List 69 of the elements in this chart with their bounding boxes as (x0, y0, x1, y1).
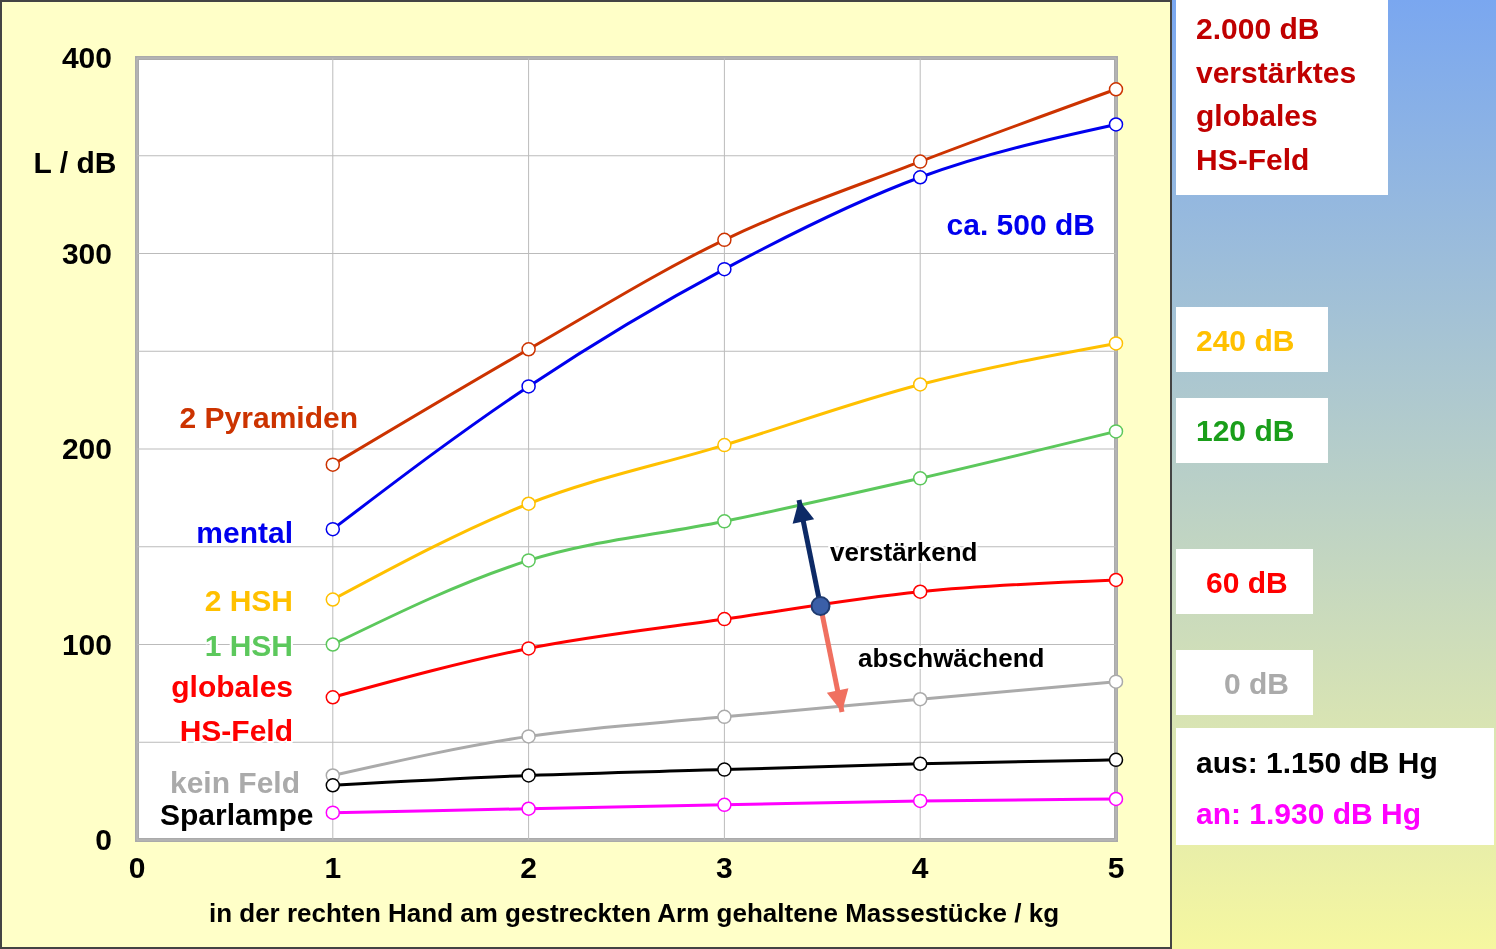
y-tick-label: 400 (61, 41, 112, 74)
point (521, 496, 536, 511)
x-tick-label: 1 (324, 851, 342, 884)
x-tick-label: 4 (911, 851, 929, 884)
series-label: mental (196, 516, 293, 549)
text: 120 dB (1196, 414, 1295, 447)
y-tick-label: 0 (95, 823, 112, 856)
y-tick-label: 200 (61, 432, 112, 465)
point (717, 762, 732, 777)
point (521, 801, 536, 816)
point (1108, 424, 1124, 439)
point (912, 691, 928, 707)
series-label: globales HS-Feld (171, 670, 293, 747)
point (717, 709, 732, 725)
point (325, 457, 341, 472)
point (1108, 336, 1124, 351)
text: 240 dB (1196, 324, 1295, 357)
text: 0 dB (1224, 667, 1290, 700)
point (912, 154, 928, 169)
y-tick-label: 100 (61, 627, 112, 661)
x-axis-title: in der rechten Hand am gestreckten Arm gehaltene Massestücke / kg (208, 898, 1060, 928)
point (912, 471, 928, 486)
series-label: 2 Pyramiden (179, 401, 358, 434)
point (717, 261, 732, 277)
point (912, 377, 928, 392)
annotation: ca. 500 dB (946, 208, 1095, 241)
point (912, 793, 928, 809)
annotation: verstärkend (830, 537, 978, 567)
x-tick-label: 0 (128, 851, 146, 884)
series-label: kein Feld (169, 766, 300, 799)
text: an: 1.930 dB Hg (1196, 797, 1422, 830)
x-tick-label: 2 (520, 851, 537, 884)
point (325, 690, 341, 705)
point (521, 641, 536, 656)
point (912, 584, 928, 599)
text: aus: 1.150 dB Hg (1196, 746, 1438, 779)
point (912, 170, 928, 185)
series-label: 2 HSH (204, 584, 293, 617)
text: 2.000 dB verstärktes globales HS-Feld (1196, 12, 1357, 176)
annotation: Sparlampe (160, 798, 314, 831)
point (521, 379, 536, 394)
point (1108, 791, 1124, 807)
point (521, 342, 536, 357)
point (1108, 674, 1124, 689)
point (1108, 117, 1124, 132)
point (521, 729, 536, 744)
point (325, 592, 341, 607)
point (717, 797, 732, 813)
text: 60 dB (1206, 566, 1288, 599)
series-label: 1 HSH (204, 629, 293, 662)
point (717, 232, 732, 248)
point (717, 514, 732, 529)
x-tick-label: 3 (716, 851, 733, 884)
point (717, 611, 732, 627)
point (325, 805, 341, 820)
point (1108, 82, 1124, 97)
point (325, 521, 341, 537)
y-axis-title: L / dB (33, 146, 117, 179)
point (912, 756, 928, 772)
point (325, 778, 341, 793)
x-tick-label: 5 (1107, 851, 1125, 884)
point (521, 553, 536, 568)
y-tick-label: 300 (61, 236, 112, 270)
point (325, 637, 341, 652)
point (1108, 572, 1124, 588)
annotation: abschwächend (858, 643, 1045, 673)
point (717, 437, 732, 453)
point (521, 768, 536, 783)
point (1108, 752, 1124, 768)
